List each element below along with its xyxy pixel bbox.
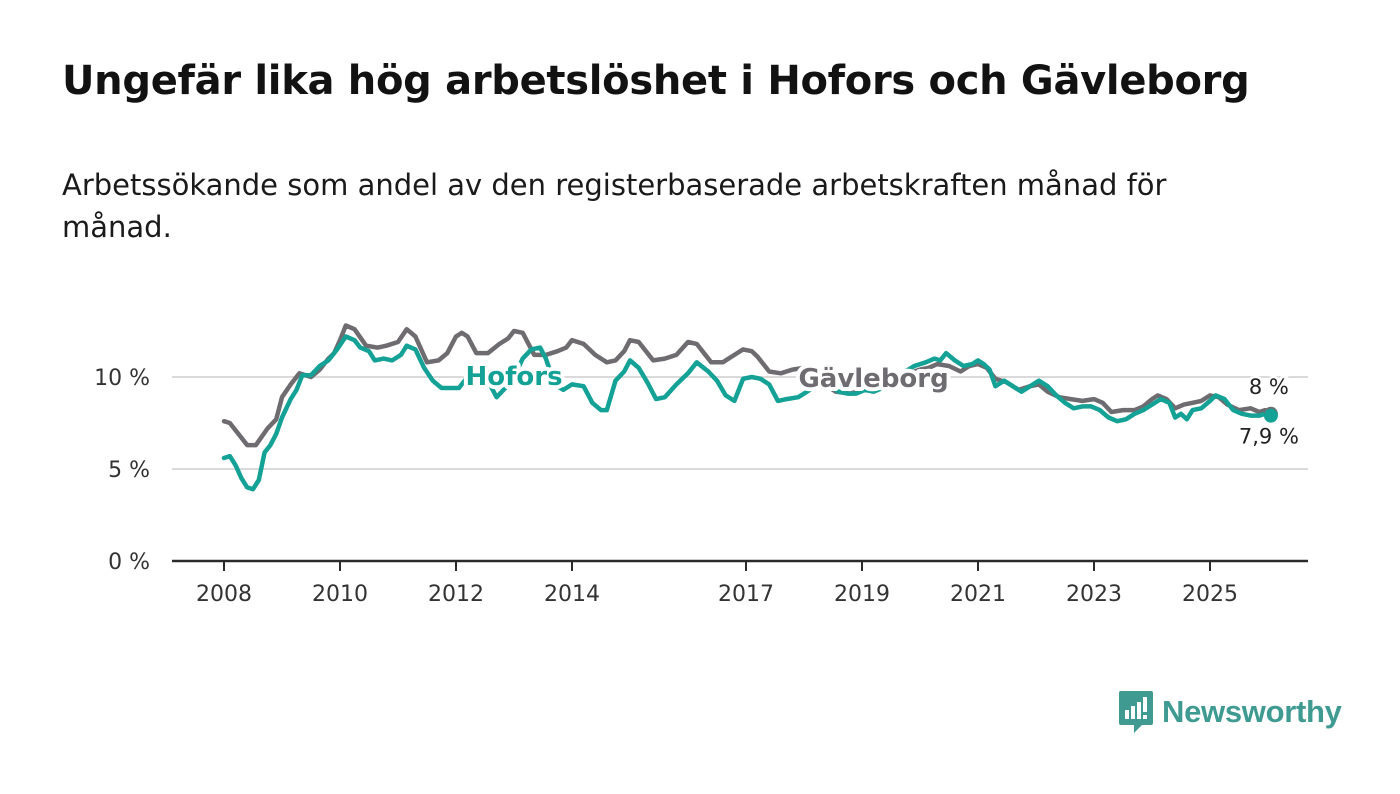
series-name-label-gävleborg: Gävleborg <box>798 364 948 394</box>
series-line-hofors <box>221 334 1274 492</box>
x-tick-label: 2023 <box>1066 582 1122 607</box>
x-tick-label: 2025 <box>1182 582 1238 607</box>
x-tick-label: 2012 <box>428 582 484 607</box>
x-tick-label: 2019 <box>834 582 890 607</box>
brand-name: Newsworthy <box>1162 694 1342 729</box>
series-name-label-hofors: Hofors <box>465 362 562 392</box>
axes: 0 % 5 % 10 % 2008 2010 2012 2014 2017 2019 2021 20… <box>94 366 1308 607</box>
x-tick-label: 2017 <box>718 582 774 607</box>
series-lines <box>221 323 1274 492</box>
y-tick-label: 10 % <box>94 366 150 391</box>
chart-subtitle: Arbetssökande som andel av den registerb… <box>62 168 1167 244</box>
y-tick-label: 5 % <box>108 458 150 483</box>
x-tick-label: 2014 <box>544 582 600 607</box>
newsworthy-brand: Newsworthy <box>1118 690 1342 734</box>
series-line-gävleborg <box>221 323 1274 448</box>
x-tick-label: 2008 <box>196 582 252 607</box>
end-label-hofors: 7,9 % <box>1239 425 1299 449</box>
y-tick-label: 0 % <box>108 550 150 575</box>
x-tick-label: 2021 <box>950 582 1006 607</box>
endpoint-hofors <box>1263 408 1278 423</box>
chart-title: Ungefär lika hög arbetslöshet i Hofors o… <box>62 58 1250 104</box>
gridlines <box>172 376 1308 470</box>
end-label-gävleborg: 8 % <box>1249 375 1289 399</box>
newsworthy-logo-icon <box>1119 691 1153 733</box>
series-labels: 8 % 7,9 % Hofors Gävleborg <box>461 358 1301 451</box>
x-tick-label: 2010 <box>312 582 368 607</box>
